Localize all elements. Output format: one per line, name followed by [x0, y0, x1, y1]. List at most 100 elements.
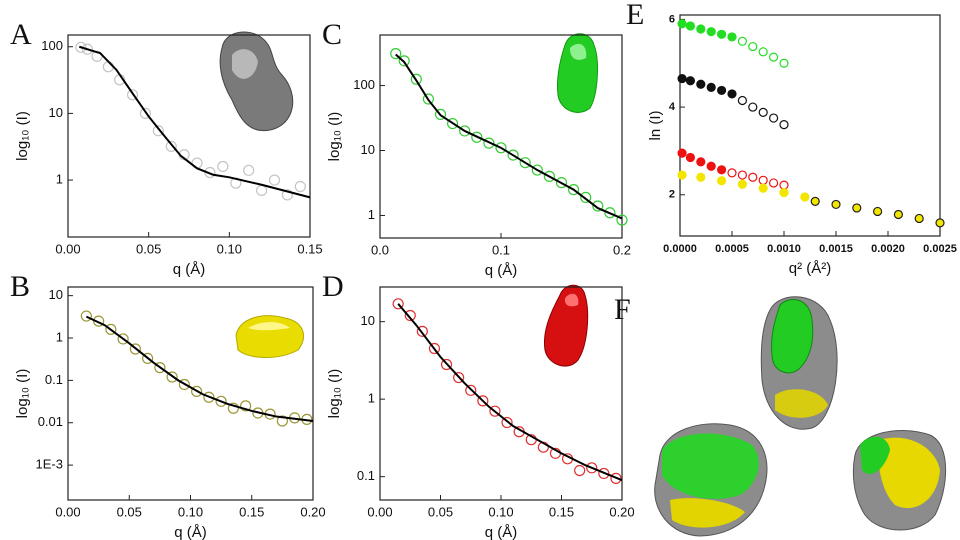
- x-axis-title: q (Å): [173, 261, 206, 278]
- data-point: [832, 200, 840, 208]
- y-axis-title: ln (I): [647, 110, 664, 140]
- data-point: [738, 171, 746, 179]
- x-tick-label: 0.05: [117, 504, 142, 519]
- y-tick-label: 10: [49, 105, 63, 120]
- data-point: [707, 162, 715, 170]
- x-tick-label: 0.05: [136, 241, 161, 256]
- data-point: [295, 182, 305, 192]
- data-point: [257, 185, 267, 195]
- x-tick-label: 0.0010: [767, 243, 801, 255]
- data-point: [770, 53, 778, 61]
- fit-line: [398, 304, 622, 480]
- gray-envelope: [220, 32, 293, 131]
- x-tick-label: 0.15: [297, 241, 322, 256]
- data-point: [686, 77, 694, 85]
- x-tick-label: 0.00: [55, 504, 80, 519]
- data-point: [678, 149, 686, 157]
- data-point: [780, 59, 788, 67]
- x-tick-label: 0.10: [217, 241, 242, 256]
- x-tick-label: 0.20: [300, 504, 325, 519]
- x-tick-label: 0.10: [488, 504, 513, 519]
- data-point: [780, 189, 788, 197]
- panel-label: B: [10, 270, 30, 303]
- y-tick-label: 1: [56, 172, 63, 187]
- x-tick-label: 0.0000: [663, 243, 697, 255]
- data-point: [759, 176, 767, 184]
- data-point: [718, 166, 726, 174]
- x-tick-label: 0.0005: [715, 243, 749, 255]
- y-tick-label: 10: [361, 142, 375, 157]
- data-point: [707, 28, 715, 36]
- data-point: [780, 121, 788, 129]
- data-point: [780, 181, 788, 189]
- data-point: [678, 20, 686, 28]
- x-tick-label: 0.0025: [923, 243, 957, 255]
- overlay-envelopes: [655, 297, 946, 536]
- data-point: [686, 154, 694, 162]
- red-envelope: [544, 285, 587, 366]
- data-point: [874, 207, 882, 215]
- y-tick-label: 0.1: [357, 468, 375, 483]
- y-tick-label: 0.1: [45, 372, 63, 387]
- data-point: [811, 197, 819, 205]
- y-axis-title: log₁₀ (I): [14, 369, 31, 419]
- plot-frame: [680, 15, 940, 236]
- x-tick-label: 0.2: [613, 242, 631, 257]
- data-point: [697, 25, 705, 33]
- yellow-envelope: [236, 316, 304, 358]
- y-tick-label: 1: [56, 329, 63, 344]
- data-point: [853, 204, 861, 212]
- x-tick-label: 0.1: [492, 242, 510, 257]
- data-point: [678, 75, 686, 83]
- data-point: [270, 175, 280, 185]
- data-point: [81, 311, 91, 321]
- data-point: [759, 108, 767, 116]
- x-tick-label: 0.0: [371, 242, 389, 257]
- data-point: [686, 22, 694, 30]
- x-tick-label: 0.00: [367, 504, 392, 519]
- data-point: [697, 80, 705, 88]
- data-point: [759, 48, 767, 56]
- panel-label: C: [322, 18, 342, 51]
- y-tick-label: 0.01: [38, 414, 63, 429]
- data-point: [103, 62, 113, 72]
- data-point: [575, 466, 585, 476]
- data-point: [718, 177, 726, 185]
- panel-label: D: [322, 270, 344, 303]
- data-point: [770, 114, 778, 122]
- x-tick-label: 0.15: [239, 504, 264, 519]
- y-axis-title: log₁₀ (I): [326, 112, 343, 162]
- y-tick-label: 1E-3: [36, 457, 63, 472]
- x-tick-label: 0.15: [549, 504, 574, 519]
- data-point: [936, 219, 944, 227]
- y-tick-label: 100: [353, 77, 375, 92]
- data-point: [738, 180, 746, 188]
- x-tick-label: 0.10: [178, 504, 203, 519]
- data-point: [749, 173, 757, 181]
- panel-label: A: [10, 18, 32, 51]
- y-tick-label: 1: [368, 207, 375, 222]
- x-tick-label: 0.0015: [819, 243, 853, 255]
- y-tick-label: 10: [49, 287, 63, 302]
- data-point: [707, 83, 715, 91]
- data-point: [678, 171, 686, 179]
- data-point: [697, 158, 705, 166]
- data-point: [770, 179, 778, 187]
- x-tick-label: 0.20: [609, 504, 634, 519]
- data-point: [801, 193, 809, 201]
- data-point: [728, 33, 736, 41]
- y-tick-label: 4: [669, 101, 676, 113]
- x-tick-label: 0.05: [428, 504, 453, 519]
- x-axis-title: q² (Å²): [789, 260, 832, 277]
- green-envelope: [557, 34, 597, 113]
- data-point: [915, 214, 923, 222]
- x-tick-label: 0.00: [55, 241, 80, 256]
- data-point: [759, 184, 767, 192]
- y-axis-title: log₁₀ (I): [14, 111, 31, 161]
- x-axis-title: q (Å): [485, 524, 518, 540]
- data-point: [697, 173, 705, 181]
- data-point: [738, 97, 746, 105]
- data-point: [218, 161, 228, 171]
- y-tick-label: 100: [41, 38, 63, 53]
- data-point: [728, 169, 736, 177]
